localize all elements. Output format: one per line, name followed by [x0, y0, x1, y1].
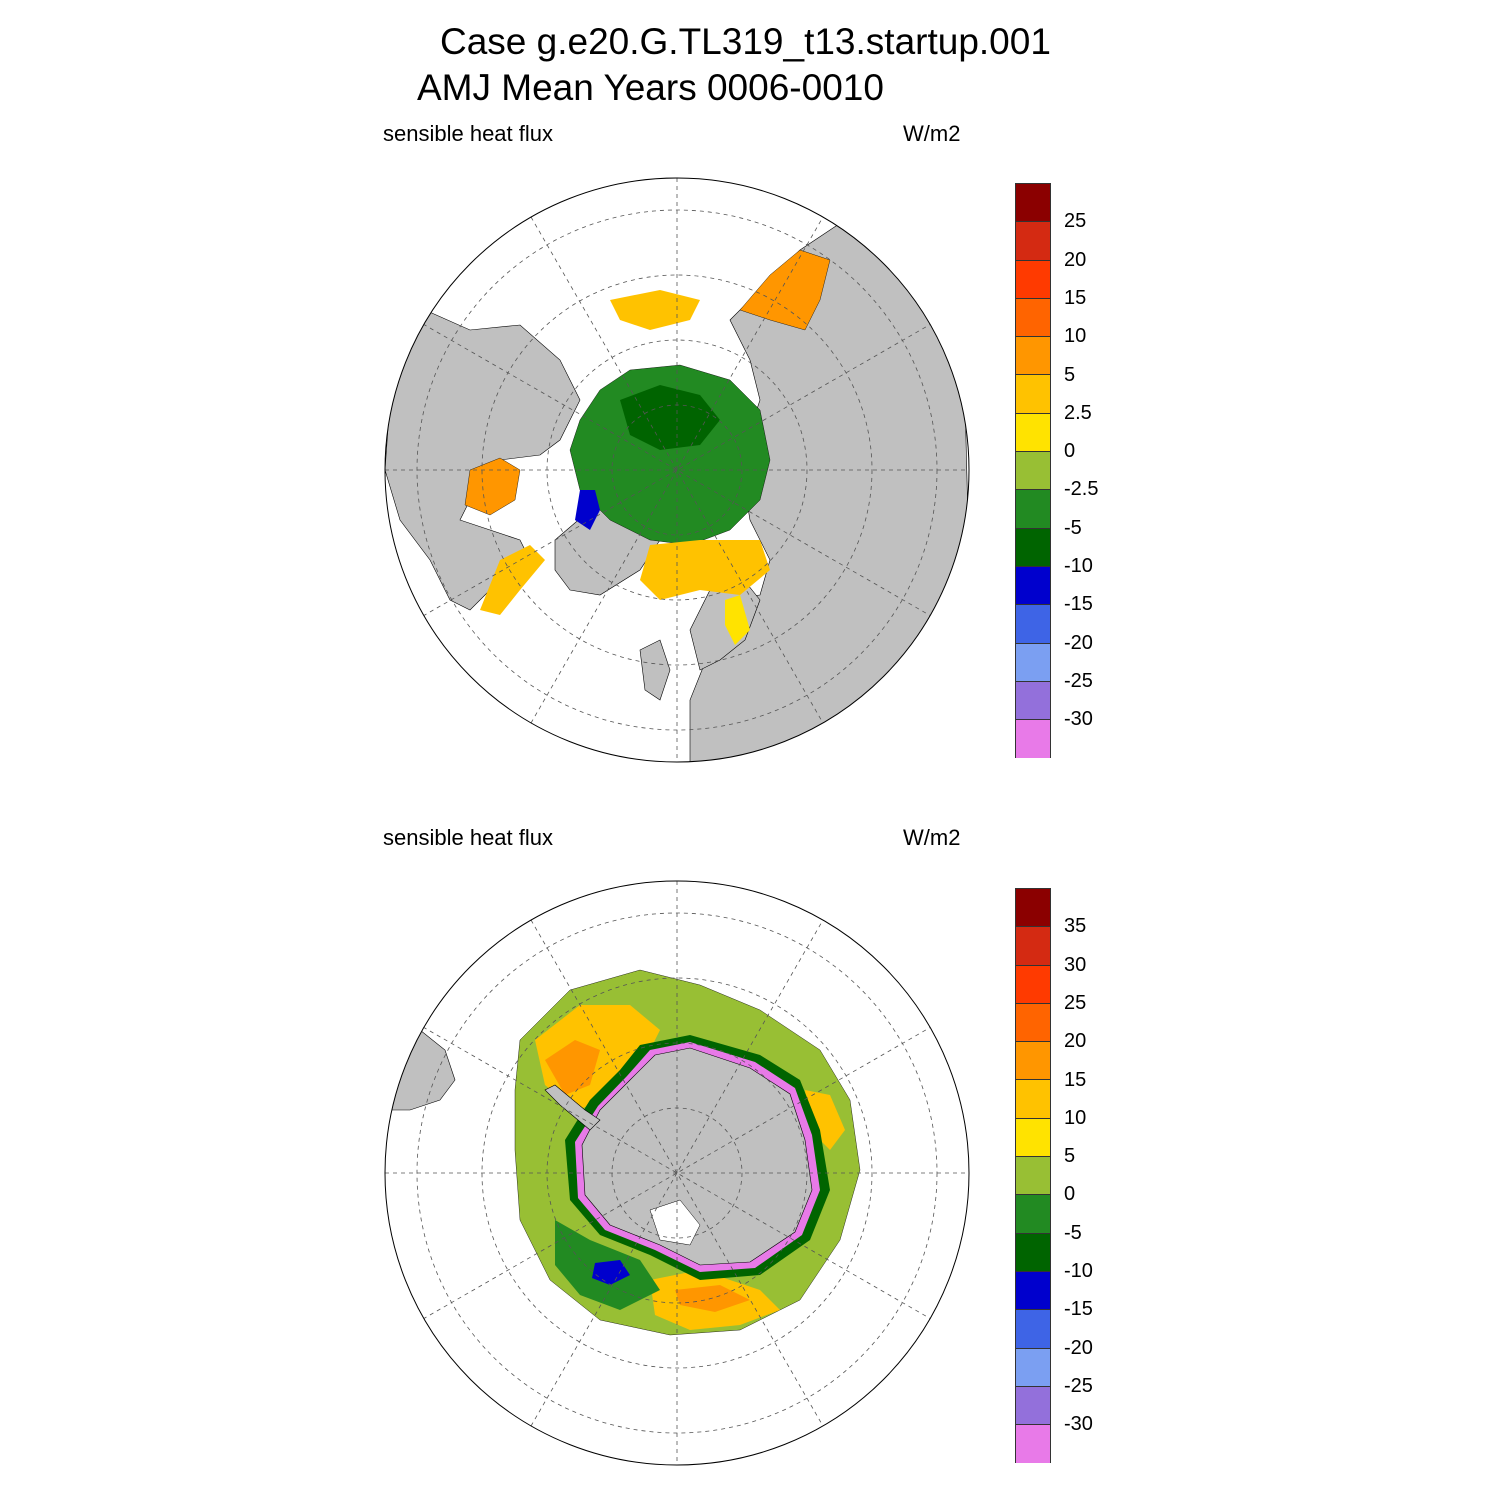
colorbar-tick-label: -15 [1064, 1298, 1093, 1321]
north-ocean-okhotsk-warm [739, 249, 831, 331]
north-ocean-baltic-warm [725, 595, 750, 645]
colorbar-swatch [1016, 965, 1050, 1004]
south-graticule [385, 881, 969, 1465]
figure-title-line-1: Case g.e20.G.TL319_t13.startup.001 [440, 21, 1051, 62]
colorbar-swatch [1016, 1157, 1050, 1196]
figure-title-line-2: AMJ Mean Years 0006-0010 [417, 67, 884, 108]
colorbar-tick-label: -5 [1064, 1221, 1082, 1244]
colorbar-tick-label: 2.5 [1064, 401, 1092, 424]
colorbar-swatch [1016, 889, 1050, 928]
colorbar-tick-label: 35 [1064, 915, 1087, 938]
colorbar-swatch [1016, 1195, 1050, 1234]
north-ocean-hudson-bay-warm [464, 457, 521, 516]
colorbar-tick-label: 15 [1064, 1068, 1087, 1091]
south-map-border [384, 880, 970, 1466]
north-ocean-barents-warm [640, 540, 770, 600]
colorbar-tick-label: 15 [1064, 286, 1087, 309]
south-panel-variable-label: sensible heat flux [383, 825, 553, 850]
south-ocean-ross-core [675, 1285, 750, 1312]
colorbar-swatch [1016, 375, 1050, 414]
colorbar-tick-label: 5 [1064, 1145, 1076, 1168]
colorbar-tick-label: -5 [1064, 516, 1082, 539]
colorbar-tick-label: -30 [1064, 708, 1093, 731]
south-panel-units-label: W/m2 [903, 825, 961, 850]
colorbar-swatch [1016, 1003, 1050, 1043]
colorbar-swatch [1016, 184, 1050, 223]
colorbar-swatch [1016, 490, 1050, 529]
colorbar-swatch [1016, 605, 1050, 644]
south-ocean-weddell-core [545, 1040, 600, 1095]
colorbar-swatch [1016, 1310, 1050, 1349]
north-panel-units-label: W/m2 [903, 121, 961, 146]
colorbar-swatch [1016, 222, 1050, 261]
colorbar-tick-label: -25 [1064, 669, 1093, 692]
colorbar-tick-label: -30 [1064, 1413, 1093, 1436]
north-colorbar [1015, 183, 1051, 759]
colorbar-swatch [1016, 452, 1050, 491]
colorbar-swatch [1016, 566, 1050, 606]
colorbar-swatch [1016, 1271, 1050, 1311]
colorbar-swatch [1016, 413, 1050, 453]
north-polar-map [385, 178, 969, 762]
colorbar-swatch [1016, 337, 1050, 376]
south-polar-map [385, 881, 969, 1465]
north-panel-variable-label: sensible heat flux [383, 121, 553, 146]
colorbar-swatch [1016, 1348, 1050, 1387]
colorbar-swatch [1016, 643, 1050, 682]
colorbar-swatch [1016, 1233, 1050, 1272]
colorbar-swatch [1016, 681, 1050, 721]
colorbar-swatch [1016, 720, 1050, 759]
colorbar-tick-label: 20 [1064, 248, 1087, 271]
colorbar-swatch [1016, 1118, 1050, 1158]
colorbar-tick-label: -20 [1064, 1336, 1093, 1359]
north-ocean-baffin-cold [575, 490, 600, 530]
colorbar-tick-label: 5 [1064, 363, 1076, 386]
colorbar-swatch [1016, 298, 1050, 338]
colorbar-swatch [1016, 528, 1050, 567]
colorbar-tick-label: -10 [1064, 1260, 1093, 1282]
colorbar-tick-label: 0 [1064, 440, 1076, 463]
colorbar-tick-label: -20 [1064, 631, 1093, 654]
north-ocean-arctic-basin [569, 364, 771, 546]
colorbar-swatch [1016, 1042, 1050, 1081]
colorbar-swatch [1016, 927, 1050, 966]
north-land-uk [639, 639, 671, 701]
colorbar-tick-label: -2.5 [1064, 478, 1099, 501]
colorbar-tick-label: 25 [1064, 210, 1087, 233]
colorbar-tick-label: -15 [1064, 593, 1093, 616]
colorbar-swatch [1016, 1386, 1050, 1426]
colorbar-tick-label: 0 [1064, 1183, 1076, 1206]
north-ocean-central-arctic-cool [620, 385, 720, 450]
colorbar-tick-label: 10 [1064, 325, 1087, 348]
colorbar-tick-label: 30 [1064, 953, 1087, 976]
colorbar-swatch [1016, 1425, 1050, 1464]
south-colorbar [1015, 888, 1051, 1464]
north-ocean-labrador-warm [480, 545, 545, 615]
colorbar-tick-label: -25 [1064, 1374, 1093, 1397]
north-graticule [385, 178, 969, 762]
north-ocean-chukchi-warm [610, 290, 700, 330]
colorbar-tick-label: 20 [1064, 1030, 1087, 1053]
south-ocean-amundsen-cold [592, 1260, 630, 1285]
colorbar-tick-label: -10 [1064, 555, 1093, 577]
colorbar-tick-label: 10 [1064, 1106, 1087, 1129]
colorbar-tick-label: 25 [1064, 991, 1087, 1014]
colorbar-swatch [1016, 260, 1050, 299]
colorbar-swatch [1016, 1080, 1050, 1119]
north-map-border [384, 177, 970, 763]
south-land-antarctic-peninsula [544, 1084, 601, 1131]
